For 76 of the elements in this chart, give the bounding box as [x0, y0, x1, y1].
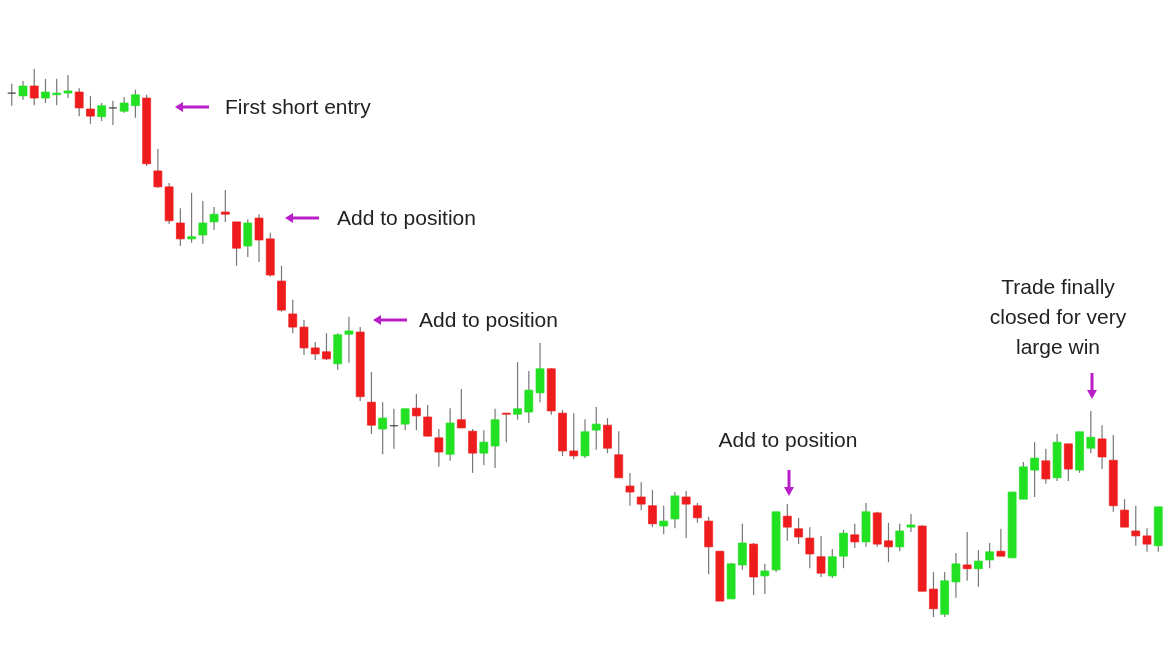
annotation: Trade finally closed for very large win	[988, 274, 1128, 360]
candlestick	[29, 68, 39, 106]
candlestick	[524, 370, 534, 424]
candlestick	[1097, 424, 1107, 470]
candlestick	[670, 491, 680, 529]
candlestick	[198, 200, 208, 245]
candlestick	[895, 523, 905, 552]
candlestick	[412, 393, 421, 431]
candlestick	[434, 428, 444, 468]
candlestick	[816, 535, 826, 578]
candlestick	[243, 218, 253, 258]
candlestick	[884, 522, 893, 563]
candlestick	[400, 408, 410, 431]
candlestick	[1142, 527, 1152, 553]
annotation: Add to position	[419, 307, 558, 333]
candlestick	[648, 489, 657, 528]
candlestick	[479, 429, 489, 466]
candlestick	[52, 78, 62, 106]
candlestick	[468, 428, 477, 474]
candlestick	[86, 95, 95, 125]
candlestick	[760, 563, 770, 595]
candlestick	[457, 388, 466, 429]
annotation: First short entry	[225, 94, 371, 120]
candlestick	[209, 206, 219, 231]
candlestick	[625, 472, 635, 507]
candlestick	[782, 503, 792, 542]
candlestick	[501, 412, 511, 443]
candlestick	[299, 319, 309, 356]
candlestick	[131, 89, 140, 119]
candlestick	[569, 412, 579, 460]
candlestick	[322, 332, 331, 361]
candlestick	[794, 517, 803, 545]
candlestick	[603, 417, 612, 454]
candlestick	[63, 74, 73, 99]
candlestick	[974, 549, 983, 588]
candlestick	[738, 523, 747, 571]
candlestick	[108, 100, 118, 126]
candlestick	[220, 189, 230, 223]
candlestick	[378, 401, 388, 455]
candlestick	[176, 207, 185, 247]
candlestick	[659, 505, 669, 535]
candlestick	[906, 513, 916, 533]
candlestick	[288, 299, 298, 334]
candlestick	[254, 213, 264, 263]
candlestick	[839, 529, 848, 569]
candlestick	[74, 87, 84, 117]
candlestick	[1030, 441, 1039, 498]
candlestick	[951, 552, 961, 599]
candlestick	[513, 361, 522, 421]
annotation: Add to position	[718, 427, 858, 453]
candlestick	[310, 341, 320, 361]
annotation: Add to position	[337, 205, 476, 231]
candlestick	[41, 78, 50, 104]
candlestick	[850, 523, 860, 549]
candlestick	[996, 528, 1006, 557]
candlestick	[681, 490, 691, 539]
candlestick	[97, 102, 107, 122]
candlestick	[962, 531, 972, 582]
candlestick	[187, 192, 196, 244]
candlestick	[1041, 448, 1051, 485]
candlestick	[367, 371, 376, 435]
candlestick	[591, 406, 601, 451]
candlestick	[18, 80, 28, 101]
candlestick	[827, 548, 837, 579]
candlestick	[1086, 410, 1096, 454]
candlestick	[929, 571, 938, 618]
candlestick	[1120, 498, 1129, 528]
candlestick	[636, 481, 646, 511]
candlestick	[805, 526, 815, 569]
candlestick	[344, 316, 354, 364]
candlestick	[7, 83, 17, 107]
candlestick	[985, 542, 994, 569]
candlestick	[1131, 505, 1141, 547]
candlestick	[693, 502, 702, 524]
candlestick	[614, 430, 624, 479]
candlestick	[423, 404, 432, 437]
